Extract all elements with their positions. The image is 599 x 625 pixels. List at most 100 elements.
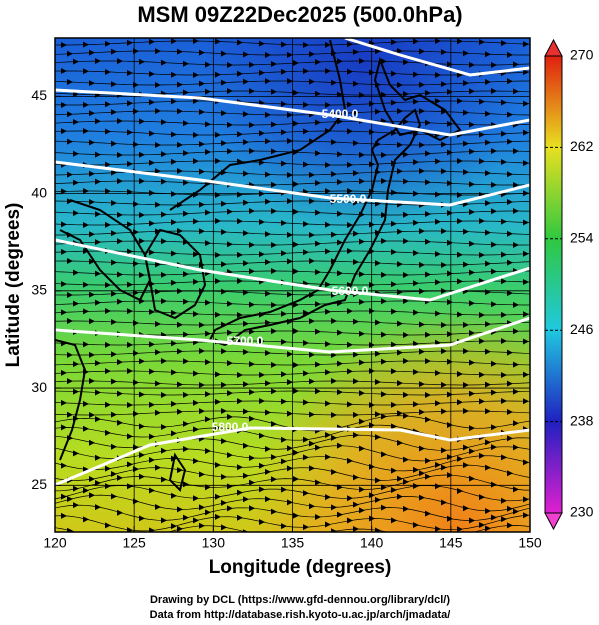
stream-arrow — [161, 447, 167, 454]
stream-arrow — [149, 341, 155, 348]
stream-arrow — [507, 171, 513, 178]
stream-arrow — [193, 71, 199, 78]
stream-arrow — [397, 380, 403, 387]
stream-arrow — [105, 429, 111, 436]
streamline — [55, 70, 530, 76]
stream-arrow — [337, 239, 343, 246]
stream-arrow — [237, 39, 243, 46]
stream-arrow — [391, 401, 397, 408]
stream-arrow — [149, 457, 155, 464]
stream-arrow — [227, 452, 233, 459]
stream-arrow — [403, 211, 409, 218]
stream-arrow — [447, 209, 453, 216]
stream-arrow — [359, 359, 365, 366]
contour-line — [344, 38, 530, 77]
stream-arrow — [359, 151, 365, 158]
stream-arrow — [83, 341, 89, 348]
stream-arrow — [375, 496, 381, 503]
stream-arrow — [381, 451, 387, 458]
stream-arrow — [281, 458, 287, 465]
stream-arrow — [391, 248, 397, 255]
stream-arrow — [83, 221, 89, 228]
stream-arrow — [435, 310, 441, 317]
stream-arrow — [149, 527, 155, 532]
stream-arrow — [469, 181, 475, 188]
stream-arrow — [359, 299, 365, 306]
stream-arrow — [469, 148, 475, 155]
stream-arrow — [89, 110, 95, 117]
stream-arrow — [391, 99, 397, 106]
stream-arrow — [155, 321, 161, 328]
stream-arrow — [161, 517, 167, 524]
stream-arrow — [61, 424, 67, 431]
colorbar-tick-label: 270 — [570, 47, 594, 63]
stream-arrow — [73, 210, 79, 217]
stream-arrow — [111, 378, 117, 385]
stream-arrow — [161, 391, 167, 398]
stream-arrow — [397, 141, 403, 148]
stream-arrow — [325, 308, 331, 315]
stream-arrow — [111, 493, 117, 500]
stream-arrow — [469, 240, 475, 247]
stream-arrow — [227, 360, 233, 367]
stream-arrow — [117, 211, 123, 218]
stream-arrow — [61, 369, 67, 376]
stream-arrow — [265, 380, 271, 387]
stream-arrow — [381, 504, 387, 511]
stream-arrow — [447, 149, 453, 156]
stream-arrow — [265, 468, 271, 475]
stream-arrow — [127, 39, 133, 46]
stream-arrow — [309, 378, 315, 385]
stream-arrow — [315, 209, 321, 216]
stream-arrow — [271, 148, 277, 155]
stream-arrow — [83, 400, 89, 407]
stream-arrow — [259, 432, 265, 439]
stream-arrow — [501, 218, 507, 225]
stream-arrow — [149, 71, 155, 78]
stream-arrow — [309, 503, 315, 510]
stream-arrow — [425, 331, 431, 338]
stream-arrow — [61, 309, 67, 316]
stream-arrow — [177, 506, 183, 513]
stream-arrow — [523, 219, 529, 226]
stream-arrow — [271, 361, 277, 368]
stream-arrow — [315, 388, 321, 395]
stream-arrow — [457, 251, 463, 258]
stream-arrow — [485, 464, 491, 471]
stream-arrow — [425, 416, 431, 423]
stream-arrow — [457, 371, 463, 378]
stream-arrow — [171, 279, 177, 286]
stream-arrow — [249, 208, 255, 215]
stream-arrow — [469, 330, 475, 337]
stream-arrow — [83, 487, 89, 494]
stream-arrow — [215, 424, 221, 431]
stream-arrow — [413, 250, 419, 257]
stream-arrow — [315, 90, 321, 97]
stream-arrow — [463, 169, 469, 176]
stream-arrow — [183, 391, 189, 398]
stream-arrow — [457, 455, 463, 462]
stream-arrow — [61, 188, 67, 195]
stream-arrow — [303, 490, 309, 497]
stream-arrow — [127, 129, 133, 136]
stream-arrow — [315, 58, 321, 65]
stream-arrow — [127, 100, 133, 107]
stream-arrow — [347, 457, 353, 464]
stream-arrow — [171, 369, 177, 376]
stream-arrow — [441, 81, 447, 88]
stream-arrow — [127, 461, 133, 468]
stream-arrow — [331, 528, 337, 532]
stream-arrow — [161, 358, 167, 364]
stream-arrow — [347, 161, 353, 168]
stream-arrow — [447, 88, 453, 95]
stream-arrow — [469, 208, 475, 215]
stream-arrow — [95, 178, 101, 185]
stream-arrow — [501, 371, 507, 378]
stream-arrow — [523, 278, 529, 285]
stream-arrow — [221, 524, 227, 531]
stream-arrow — [469, 300, 475, 307]
stream-arrow — [227, 390, 233, 397]
stream-arrow — [127, 281, 133, 288]
stream-arrow — [469, 88, 475, 95]
stream-arrow — [523, 398, 529, 405]
